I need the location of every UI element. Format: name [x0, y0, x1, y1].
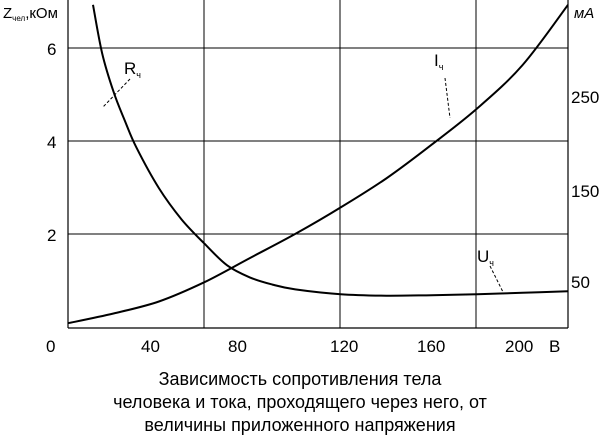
annotation-leader: [102, 78, 131, 108]
labels: Zчел,кОм 6 4 2 мА 250 150 50 0 40 80 120 160 200 В Rч Iч…: [3, 5, 599, 356]
right-tick-label: 150: [571, 182, 599, 201]
left-tick-label: 4: [47, 133, 56, 152]
annotation-u: Uч: [477, 247, 494, 268]
x-tick-label: 120: [330, 337, 358, 356]
x-tick-label: 40: [141, 337, 160, 356]
curve-i: [68, 4, 568, 325]
x-axis-unit: В: [549, 337, 560, 356]
caption-line-3: величины приложенного напряжения: [144, 415, 456, 435]
right-axis-unit: мА: [574, 5, 594, 22]
axes: [67, 0, 569, 329]
x-tick-label: 80: [228, 337, 247, 356]
annotation-r: Rч: [124, 59, 141, 80]
x-tick-label: 200: [505, 337, 533, 356]
left-axis-title: Zчел,кОм: [3, 5, 58, 23]
caption-line-2: человека и тока, проходящего через него,…: [113, 392, 487, 412]
caption-line-1: Зависимость сопротивления тела: [158, 369, 442, 389]
x-tick-label: 0: [46, 337, 55, 356]
grid: [68, 0, 568, 328]
annotation-i: Iч: [434, 51, 444, 72]
left-tick-label: 6: [47, 40, 56, 59]
curves: [68, 4, 568, 325]
annotation-leader: [444, 77, 451, 119]
annotation-leader: [489, 265, 505, 295]
left-tick-label: 2: [47, 226, 56, 245]
curve-r: [92, 4, 568, 297]
chart: Zчел,кОм 6 4 2 мА 250 150 50 0 40 80 120 160 200 В Rч Iч…: [3, 0, 599, 356]
right-tick-label: 250: [571, 88, 599, 107]
right-tick-label: 50: [571, 273, 590, 292]
x-tick-label: 160: [417, 337, 445, 356]
